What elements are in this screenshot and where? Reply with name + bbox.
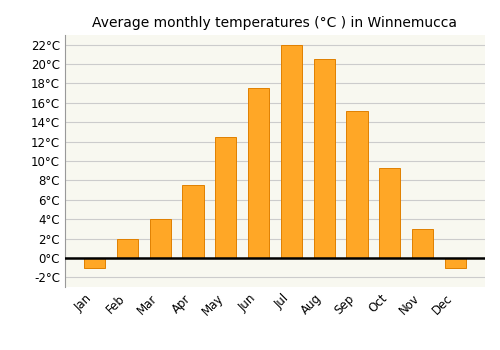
Bar: [150, 219, 171, 258]
Bar: [412, 229, 433, 258]
Bar: [248, 88, 270, 258]
Bar: [117, 239, 138, 258]
Bar: [84, 258, 106, 268]
Bar: [379, 168, 400, 258]
Bar: [280, 45, 302, 258]
Bar: [314, 59, 335, 258]
Bar: [215, 137, 236, 258]
Bar: [182, 185, 204, 258]
Bar: [444, 258, 466, 268]
Bar: [346, 111, 368, 258]
Title: Average monthly temperatures (°C ) in Winnemucca: Average monthly temperatures (°C ) in Wi…: [92, 16, 458, 30]
